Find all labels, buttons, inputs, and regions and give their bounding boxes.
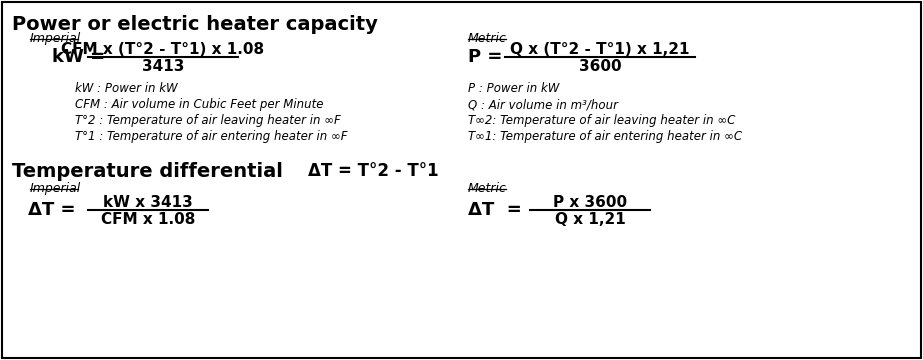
Text: P =: P = xyxy=(468,48,502,66)
Text: ΔT  =: ΔT = xyxy=(468,201,521,219)
Text: CFM x (T°2 - T°1) x 1.08: CFM x (T°2 - T°1) x 1.08 xyxy=(62,41,265,57)
Text: Q x 1,21: Q x 1,21 xyxy=(555,212,626,226)
Text: T°2 : Temperature of air leaving heater in ∞F: T°2 : Temperature of air leaving heater … xyxy=(75,114,341,127)
Text: Q : Air volume in m³/hour: Q : Air volume in m³/hour xyxy=(468,98,618,111)
Text: Metric: Metric xyxy=(468,182,507,195)
Text: P x 3600: P x 3600 xyxy=(553,194,627,210)
Text: T°1 : Temperature of air entering heater in ∞F: T°1 : Temperature of air entering heater… xyxy=(75,130,347,143)
Text: kW =: kW = xyxy=(52,48,105,66)
Text: 3600: 3600 xyxy=(579,59,621,73)
Text: CFM x 1.08: CFM x 1.08 xyxy=(101,212,195,226)
Text: Q x (T°2 - T°1) x 1,21: Q x (T°2 - T°1) x 1,21 xyxy=(510,41,689,57)
Text: T∞1: Temperature of air entering heater in ∞C: T∞1: Temperature of air entering heater … xyxy=(468,130,742,143)
Text: CFM : Air volume in Cubic Feet per Minute: CFM : Air volume in Cubic Feet per Minut… xyxy=(75,98,323,111)
Text: ΔT =: ΔT = xyxy=(28,201,76,219)
Text: ΔT = T°2 - T°1: ΔT = T°2 - T°1 xyxy=(308,162,438,180)
Text: Temperature differential: Temperature differential xyxy=(12,162,282,181)
Text: P : Power in kW: P : Power in kW xyxy=(468,82,559,95)
Text: Imperial: Imperial xyxy=(30,182,81,195)
Text: T∞2: Temperature of air leaving heater in ∞C: T∞2: Temperature of air leaving heater i… xyxy=(468,114,736,127)
Text: Power or electric heater capacity: Power or electric heater capacity xyxy=(12,15,378,34)
Text: kW : Power in kW: kW : Power in kW xyxy=(75,82,177,95)
Text: Imperial: Imperial xyxy=(30,32,81,45)
Text: kW x 3413: kW x 3413 xyxy=(103,194,193,210)
Text: 3413: 3413 xyxy=(142,59,185,73)
Text: Metric: Metric xyxy=(468,32,507,45)
